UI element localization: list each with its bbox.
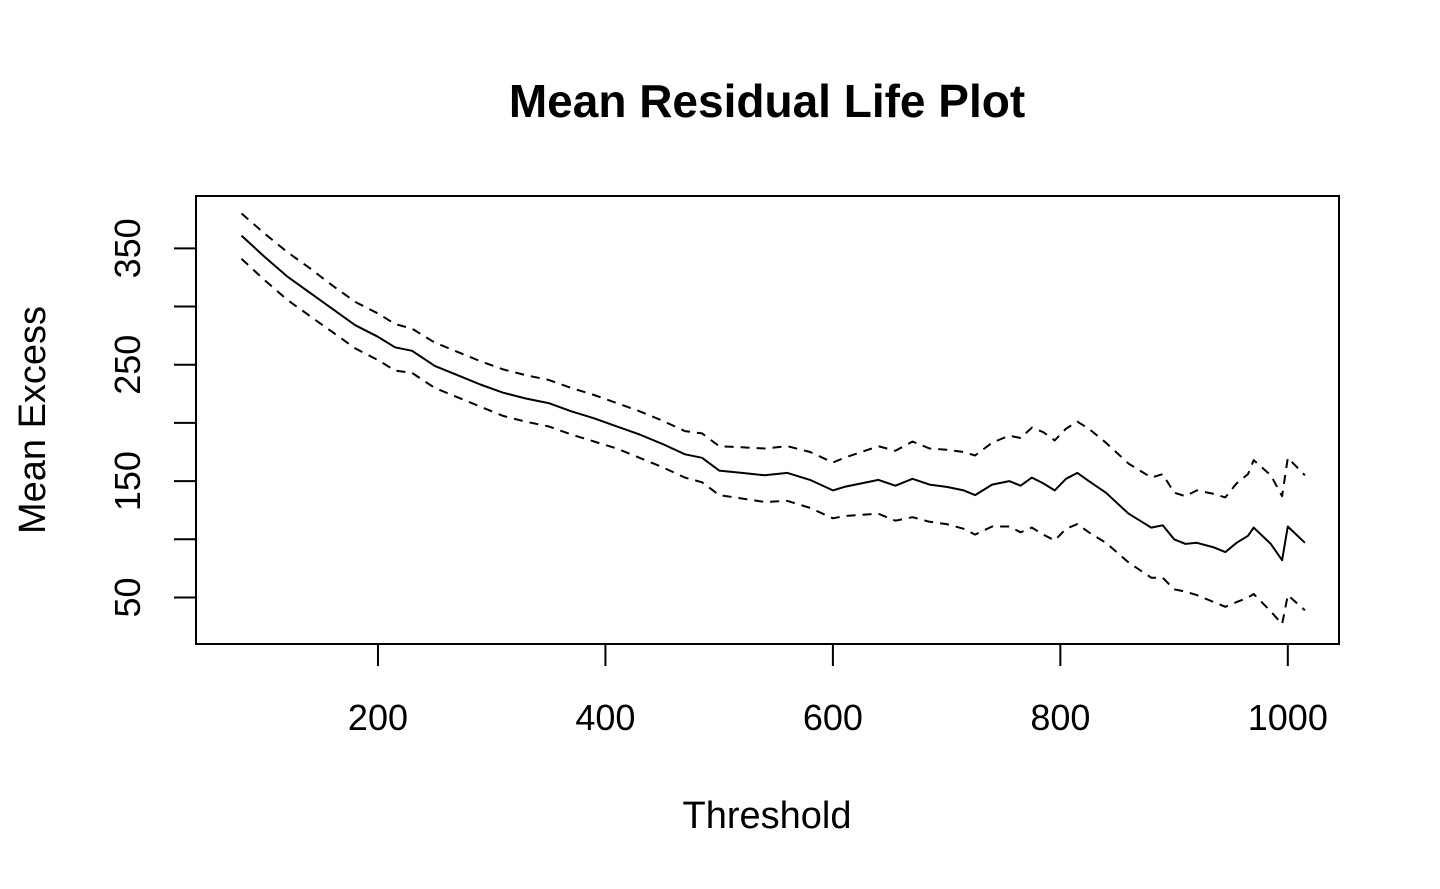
x-tick-label: 1000: [1248, 697, 1328, 738]
series-group: [240, 212, 1306, 626]
x-axis-label: Threshold: [683, 795, 852, 837]
y-tick-label: 150: [107, 451, 148, 511]
y-tick-label: 350: [107, 218, 148, 278]
y-tick-label: 50: [107, 577, 148, 617]
x-tick-label: 600: [803, 697, 863, 738]
y-tick-label: 250: [107, 335, 148, 395]
x-tick-label: 800: [1030, 697, 1090, 738]
y-axis: 50 150 250 350: [107, 218, 197, 617]
mean-excess-line: [240, 234, 1306, 562]
lower-ci-line: [240, 258, 1306, 626]
x-axis: 200 400 600 800 1000: [348, 643, 1328, 738]
chart-title: Mean Residual Life Plot: [509, 75, 1025, 127]
upper-ci-line: [240, 212, 1306, 499]
y-axis-label: Mean Excess: [12, 306, 54, 534]
x-tick-label: 400: [575, 697, 635, 738]
plot-area-frame: [195, 195, 1340, 645]
x-tick-label: 200: [348, 697, 408, 738]
